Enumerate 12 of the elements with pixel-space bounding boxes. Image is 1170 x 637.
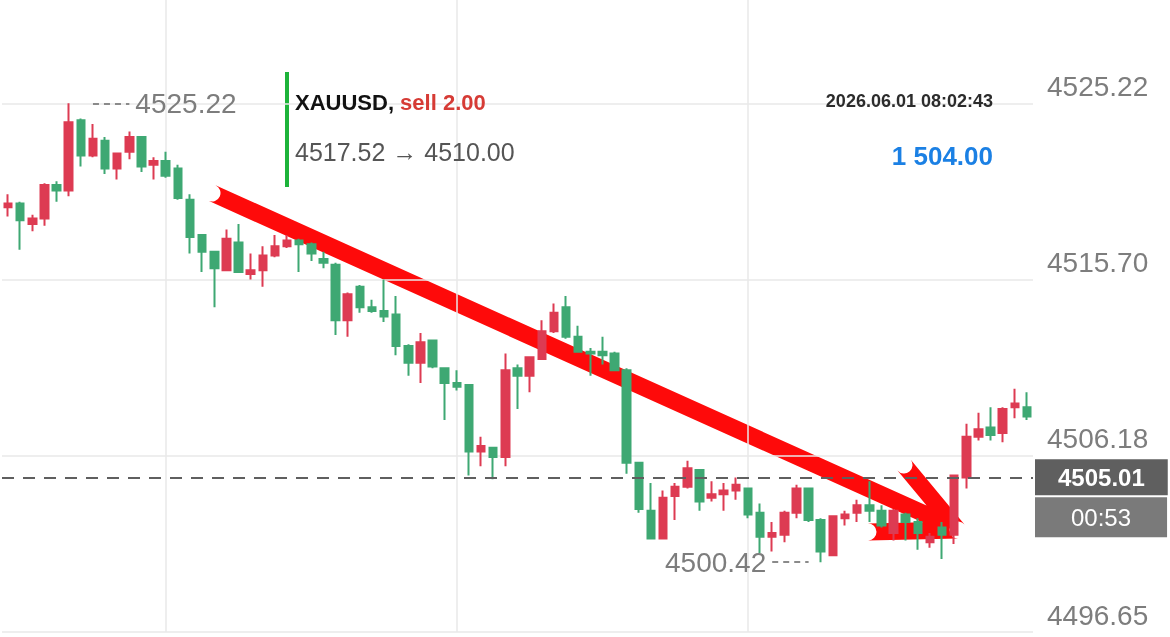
text: 00:53: [1071, 503, 1132, 531]
y-tick-label: 4515.70: [1047, 246, 1149, 278]
annotation: 4525.22: [135, 87, 237, 119]
y-tick-label: 4506.18: [1047, 423, 1149, 455]
ref-line-label: 4505.01: [1058, 463, 1145, 491]
text: 4517.52 → 4510.00: [295, 137, 515, 166]
annotation: 4500.42: [665, 546, 767, 578]
annotation: 1 504.00: [891, 141, 994, 171]
text: XAUUSD, sell 2.00: [295, 89, 486, 115]
annotation: 2026.06.01 08:02:43: [825, 91, 994, 111]
y-tick-label: 4496.65: [1047, 599, 1149, 631]
y-tick-label: 4525.22: [1047, 70, 1149, 102]
